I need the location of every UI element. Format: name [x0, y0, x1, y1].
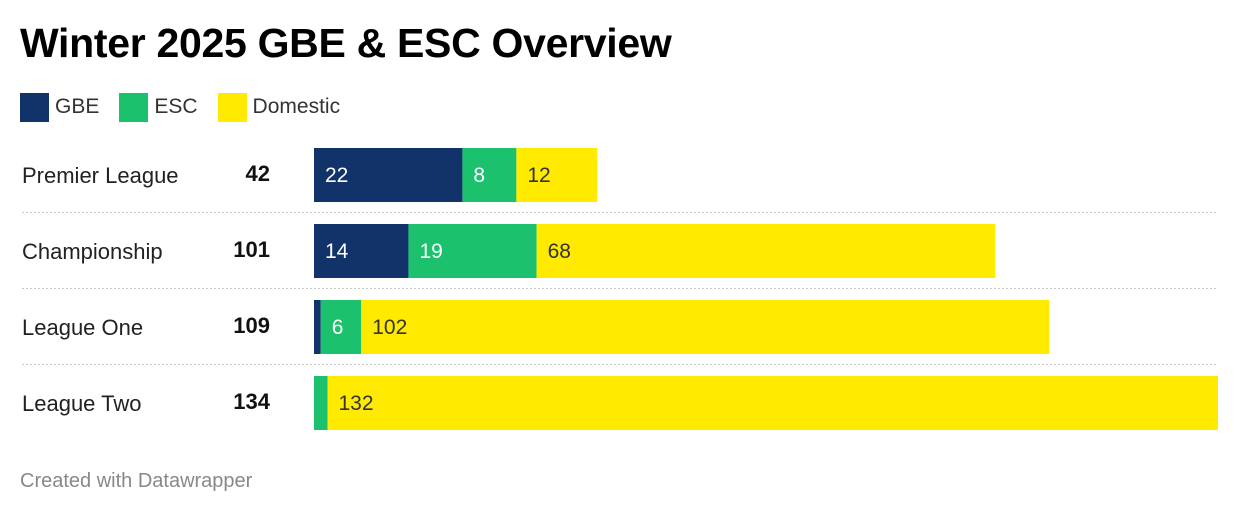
- bar-label-domestic-league-two: 132: [338, 392, 373, 415]
- row-total-league-one: 109: [233, 313, 270, 338]
- bar-label-esc-championship: 19: [419, 240, 442, 263]
- credit-footer: Created with Datawrapper: [20, 470, 253, 492]
- bar-label-domestic-premier-league: 12: [527, 164, 550, 187]
- bar-esc-premier-league: [462, 148, 517, 202]
- legend-label-esc: ESC: [154, 95, 198, 118]
- legend-label-gbe: GBE: [55, 95, 100, 118]
- bar-label-gbe-premier-league: 22: [325, 164, 348, 187]
- row-label-championship: Championship: [22, 239, 163, 264]
- bar-label-domestic-championship: 68: [548, 240, 571, 263]
- legend-swatch-domestic: [217, 92, 247, 122]
- bar-esc-league-two: [314, 376, 328, 430]
- row-label-premier-league: Premier League: [22, 163, 179, 188]
- legend-item-domestic: Domestic: [217, 92, 341, 122]
- bar-domestic-league-two: [327, 376, 1218, 430]
- bar-domestic-championship: [536, 224, 996, 278]
- bar-label-esc-league-one: 6: [332, 316, 344, 339]
- row-total-premier-league: 42: [246, 161, 270, 186]
- bar-label-esc-premier-league: 8: [473, 164, 485, 187]
- bar-esc-league-one: [320, 300, 362, 354]
- legend-swatch-gbe: [20, 92, 49, 122]
- row-total-league-two: 134: [233, 389, 270, 414]
- bar-domestic-league-one: [361, 300, 1050, 354]
- bar-gbe-league-one: [314, 300, 321, 354]
- legend: GBE ESC Domestic: [20, 92, 360, 122]
- legend-item-esc: ESC: [119, 92, 198, 122]
- bar-domestic-premier-league: [516, 148, 598, 202]
- chart-title: Winter 2025 GBE & ESC Overview: [20, 20, 672, 66]
- legend-swatch-esc: [119, 92, 149, 122]
- bar-gbe-championship: [314, 224, 409, 278]
- row-total-championship: 101: [233, 237, 270, 262]
- bar-esc-championship: [408, 224, 537, 278]
- row-label-league-two: League Two: [22, 391, 141, 416]
- bar-gbe-premier-league: [314, 148, 463, 202]
- legend-item-gbe: GBE: [20, 92, 100, 122]
- stacked-bar-chart: Premier League 42 22 8 12 Championship 101 14 19…: [22, 148, 1218, 430]
- bar-label-domestic-league-one: 102: [372, 316, 407, 339]
- legend-label-domestic: Domestic: [252, 95, 341, 118]
- row-label-league-one: League One: [22, 315, 143, 340]
- bar-label-gbe-championship: 14: [325, 240, 349, 263]
